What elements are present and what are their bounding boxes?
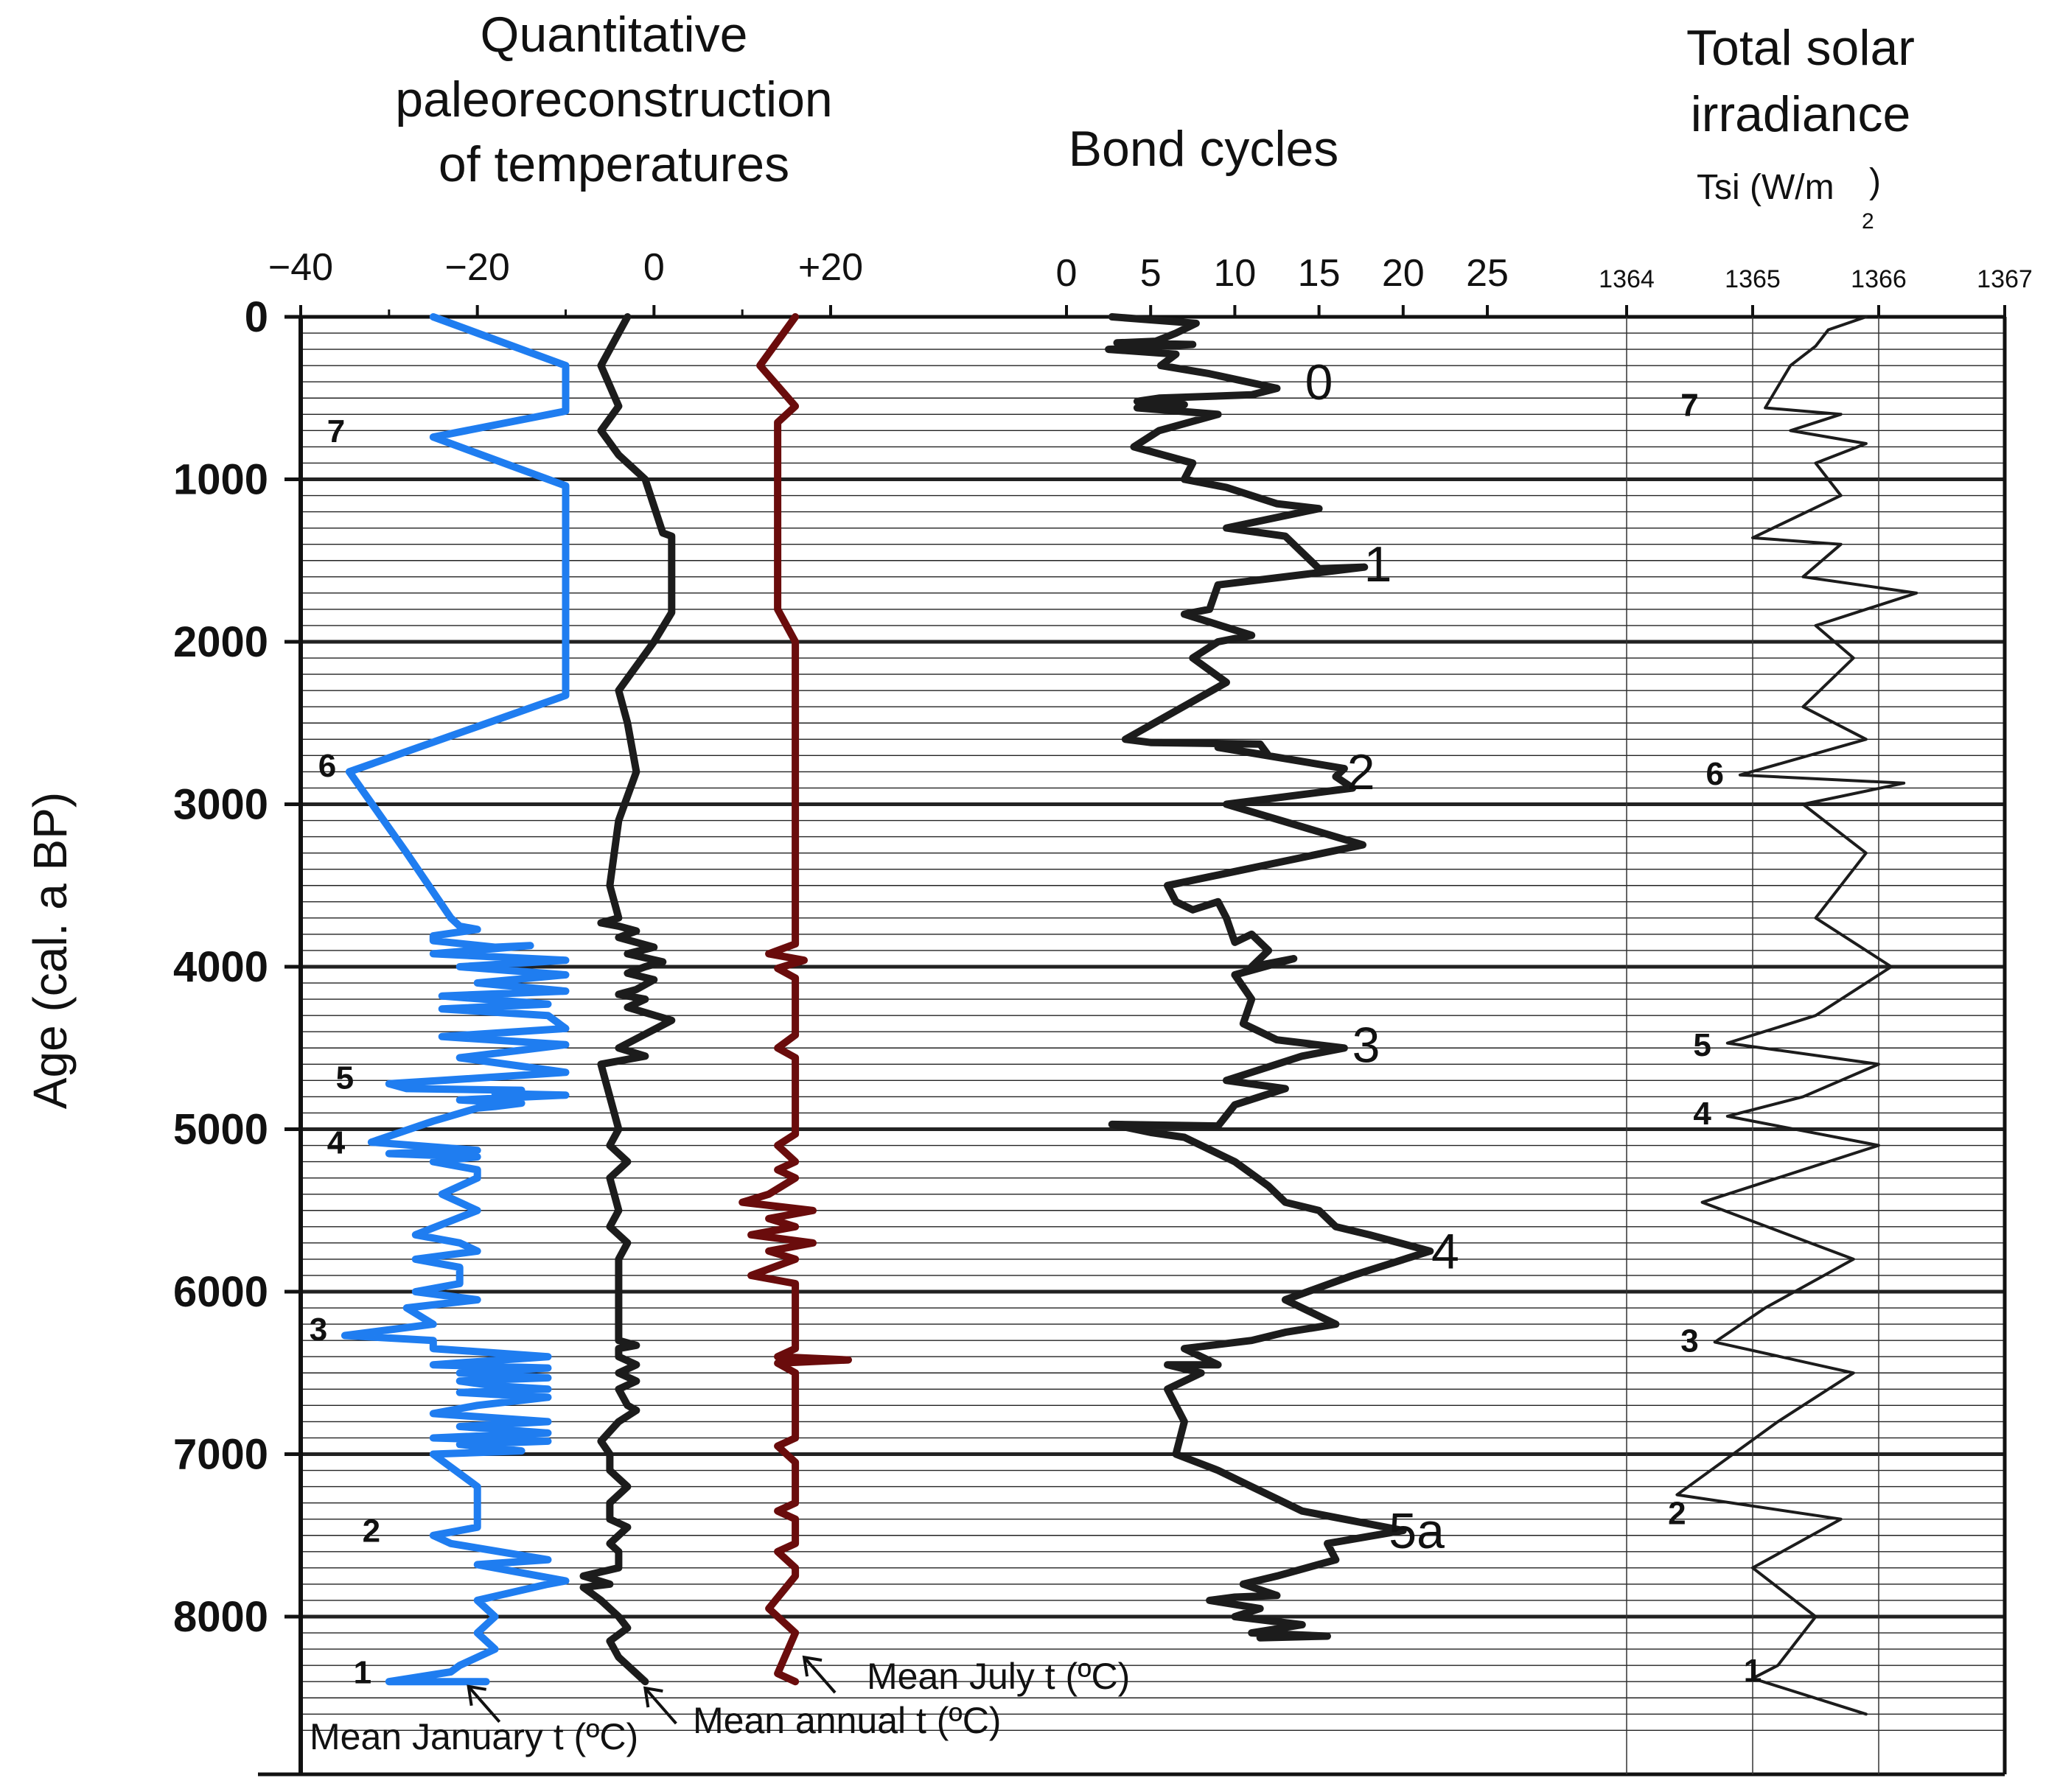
event-label: 4 [1693, 1096, 1711, 1132]
x-tick-label: 0 [1056, 252, 1078, 295]
temp-series [341, 313, 852, 1686]
y-tick-label: 5000 [173, 1106, 268, 1154]
series-annotation-label: Mean annual t (ºC) [693, 1700, 1001, 1741]
event-label: 1 [1364, 536, 1392, 592]
event-label: 4 [1431, 1224, 1459, 1280]
series-line [1105, 313, 1434, 1642]
series-line [341, 313, 570, 1686]
y-axis-ticks: 0 1000 2000 3000 4000 5000 6000 7000 8000 [173, 293, 301, 1641]
series-annotations: Mean January t (ºC) Mean annual t (ºC)Mea… [310, 1655, 1130, 1757]
y-tick-label: 8000 [173, 1593, 268, 1641]
temp-panel-title-line-3: of temperatures [439, 136, 789, 192]
event-label: 6 [1705, 756, 1723, 792]
tsi-panel-title-line-1: Total solar [1686, 20, 1915, 76]
annotation-arrow-shaft [467, 1685, 501, 1723]
series-line [739, 313, 852, 1686]
annotation-arrow-head [467, 1684, 487, 1707]
annotation-arrow-head [802, 1655, 823, 1677]
event-label: 3 [1680, 1323, 1698, 1359]
event-label: 0 [1305, 354, 1333, 410]
annotation-arrow-head [643, 1686, 663, 1708]
event-label: 2 [363, 1513, 380, 1550]
y-tick-label: 3000 [173, 781, 268, 829]
event-labels: 7 6 5 4 3 2 1 0 1 2 3 4 5a 7 6 5 4 3 2 1 [310, 354, 1762, 1690]
temp-panel-title-line-2: paleoreconstruction [395, 71, 832, 127]
x-tick-label: −40 [268, 246, 333, 289]
event-label: 5 [1693, 1027, 1711, 1063]
event-label: 5 [336, 1060, 354, 1096]
event-label: 5a [1389, 1503, 1445, 1559]
x-tick-label: 1365 [1725, 265, 1781, 293]
event-label: 3 [1352, 1018, 1380, 1074]
x-tick-label: 1364 [1599, 265, 1655, 293]
bond-x-axis: 0 5 10 15 20 25 [1056, 252, 1509, 319]
x-tick-label: 0 [643, 246, 665, 289]
bond-series [1105, 313, 1434, 1642]
event-label: 6 [318, 748, 336, 784]
x-tick-label: 10 [1213, 252, 1256, 295]
temp-panel-title-line-1: Quantitative [481, 7, 748, 63]
event-label: 3 [310, 1312, 327, 1348]
y-tick-label: 4000 [173, 943, 268, 991]
event-label: 2 [1347, 744, 1375, 800]
x-tick-label: 25 [1466, 252, 1509, 295]
y-tick-label: 1000 [173, 456, 268, 504]
event-label: 2 [1668, 1495, 1686, 1531]
series-annotation-label: Mean January t (ºC) [310, 1716, 638, 1757]
horizontal-grid [301, 332, 2005, 1732]
tsi-panel-title-line-2: irradiance [1691, 86, 1911, 142]
y-tick-label: 7000 [173, 1431, 268, 1479]
x-tick-label: 20 [1382, 252, 1425, 295]
event-label: 1 [1744, 1653, 1762, 1689]
x-tick-label: 15 [1298, 252, 1341, 295]
tsi-unit-close-paren: ) [1869, 162, 1881, 201]
x-tick-label: 5 [1140, 252, 1162, 295]
y-axis-label: Age (cal. a BP) [24, 792, 77, 1109]
x-tick-label: +20 [798, 246, 863, 289]
tsi-unit-label: Tsi (W/m [1697, 168, 1834, 207]
y-tick-label: 0 [245, 293, 268, 341]
series-annotation-label: Mean July t (ºC) [867, 1656, 1130, 1697]
bond-panel-title: Bond cycles [1069, 121, 1339, 177]
annotation-arrow-shaft [643, 1687, 677, 1725]
tsi-unit-subscript: 2 [1862, 209, 1874, 234]
tsi-x-axis: 1364 1365 1366 1367 [1599, 265, 2033, 317]
x-tick-label: 1366 [1851, 265, 1907, 293]
annotation-arrow-shaft [803, 1656, 837, 1694]
event-label: 1 [354, 1654, 371, 1690]
y-tick-label: 6000 [173, 1268, 268, 1316]
temp-x-axis: −40 −20 0 +20 [268, 246, 863, 319]
series-line [1675, 315, 1918, 1716]
y-tick-label: 2000 [173, 618, 268, 666]
series-line [579, 313, 676, 1686]
event-label: 7 [327, 413, 345, 449]
event-label: 7 [1680, 387, 1698, 423]
x-tick-label: −20 [445, 246, 510, 289]
x-tick-label: 1367 [1977, 265, 2033, 293]
event-label: 4 [327, 1125, 346, 1161]
tsi-series [1675, 315, 1918, 1716]
